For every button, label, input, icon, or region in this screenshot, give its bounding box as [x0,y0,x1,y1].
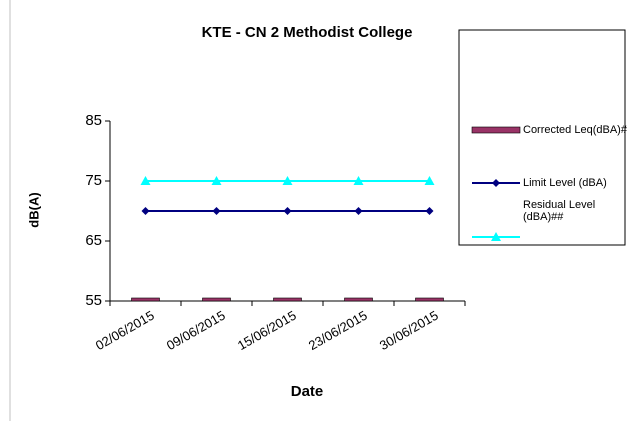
y-tick-label: 65 [85,232,102,249]
legend-label: Residual Level (dBA)## [523,199,596,223]
x-tick-label: 23/06/2015 [306,308,370,354]
legend-label: Corrected Leq(dBA)# [523,124,627,136]
bar [273,297,302,302]
marker [141,207,150,215]
bar [131,297,160,302]
marker [212,207,221,215]
marker [140,176,151,185]
legend-swatch [471,126,521,134]
marker [353,176,364,185]
marker [211,176,222,185]
x-axis-title: Date [291,383,324,400]
legend-marker [492,179,500,187]
legend-box [458,29,626,246]
bar [202,297,231,302]
y-tick-label: 55 [85,292,102,309]
x-tick-label: 09/06/2015 [164,308,228,354]
x-tick-label: 30/06/2015 [377,308,441,354]
bar [415,297,444,302]
marker [354,207,363,215]
x-tick-label: 02/06/2015 [93,308,157,354]
y-axis-title: dB(A) [26,192,41,227]
bar [344,297,373,302]
legend-label: Limit Level (dBA) [523,177,607,189]
marker [425,207,434,215]
marker [282,176,293,185]
marker [283,207,292,215]
y-tick-label: 75 [85,172,102,189]
y-tick-label: 85 [85,112,102,129]
legend-marker [491,232,501,241]
x-tick-label: 15/06/2015 [235,308,299,354]
marker [424,176,435,185]
chart-title: KTE - CN 2 Methodist College [202,24,413,41]
